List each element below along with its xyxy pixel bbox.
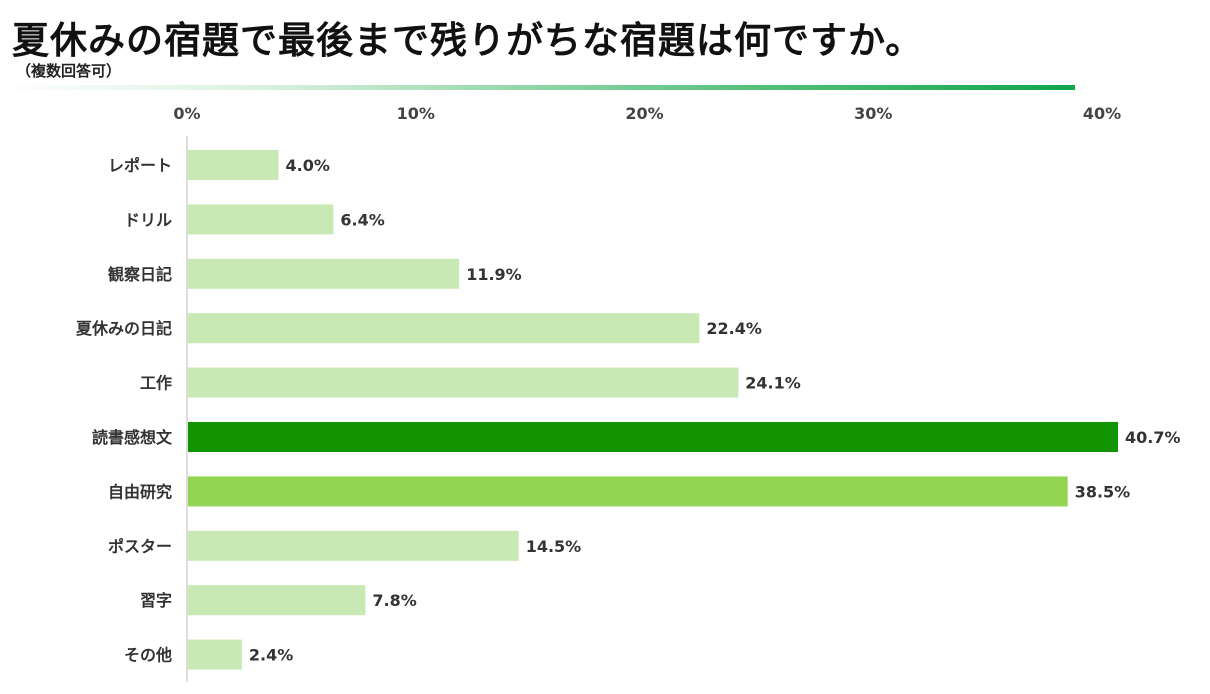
chart-subtitle: （複数回答可） — [16, 62, 122, 80]
data-label: 7.8% — [372, 591, 416, 610]
x-tick-label: 0% — [173, 104, 200, 123]
bar — [188, 422, 1119, 452]
bars — [188, 150, 1119, 670]
data-label: 40.7% — [1125, 428, 1181, 447]
x-tick-label: 10% — [397, 104, 435, 123]
category-label: 観察日記 — [108, 265, 172, 284]
x-axis-ticks: 0% 10% 20% 30% 40% — [173, 104, 1121, 123]
value-labels: 4.0% 6.4% 11.9% 22.4% 24.1% 40.7% 38.5% 14.5% 7.… — [249, 156, 1181, 665]
bar — [188, 367, 739, 398]
category-label: 習字 — [140, 591, 172, 610]
data-label: 38.5% — [1075, 482, 1131, 501]
title-underline — [0, 85, 1075, 90]
category-label: ドリル — [124, 210, 172, 229]
bar — [188, 204, 334, 235]
category-label: 工作 — [140, 374, 172, 393]
bar — [188, 530, 519, 561]
category-label: 自由研究 — [108, 482, 172, 501]
bar — [188, 258, 460, 289]
category-label: その他 — [124, 646, 172, 665]
x-tick-label: 20% — [625, 104, 663, 123]
data-label: 22.4% — [706, 319, 762, 338]
bar — [188, 639, 242, 670]
bar — [188, 150, 279, 180]
data-label: 4.0% — [286, 156, 330, 175]
category-label: レポート — [108, 156, 172, 175]
bar — [188, 585, 366, 616]
bar — [188, 313, 700, 344]
data-label: 14.5% — [526, 537, 582, 556]
bar — [188, 476, 1068, 507]
category-label: ポスター — [108, 537, 172, 556]
x-tick-label: 40% — [1083, 104, 1121, 123]
data-label: 11.9% — [466, 265, 522, 284]
category-label: 読書感想文 — [92, 428, 173, 447]
x-tick-label: 30% — [854, 104, 892, 123]
chart-title: 夏休みの宿題で最後まで残りがちな宿題は何ですか。 — [12, 19, 924, 62]
data-label: 2.4% — [249, 646, 293, 665]
data-label: 6.4% — [340, 210, 384, 229]
data-label: 24.1% — [745, 374, 801, 393]
category-label: 夏休みの日記 — [75, 319, 172, 338]
